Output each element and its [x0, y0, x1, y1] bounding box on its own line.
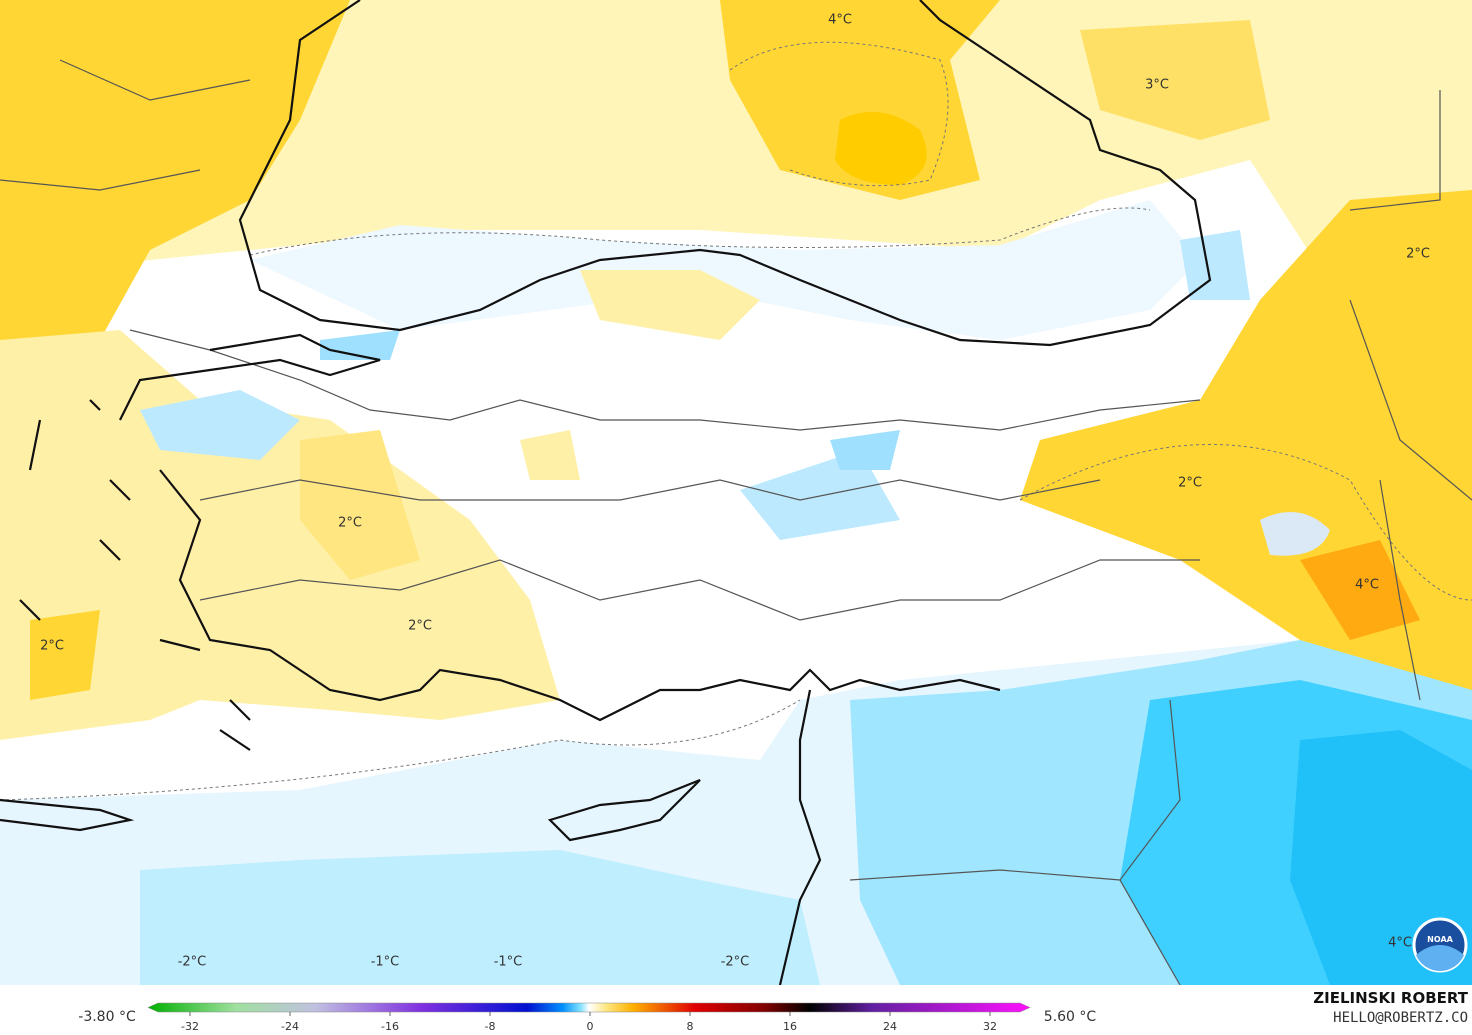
- colorbar-tick-label: 16: [783, 1020, 797, 1033]
- coastlines: [0, 0, 1212, 986]
- logo-text: NOAA: [1427, 935, 1453, 944]
- colorbar-tick-label: -16: [381, 1020, 399, 1033]
- contour-label: 4°C: [1388, 936, 1412, 951]
- contour-label: 2°C: [1178, 476, 1202, 491]
- credit-contact: HELLO@ROBERTZ.CO: [1333, 1010, 1468, 1026]
- colorbar-tick-label: -24: [281, 1020, 299, 1033]
- colorbar-tick-label: 24: [883, 1020, 897, 1033]
- colorbar-tick-label: 0: [587, 1020, 594, 1033]
- colorbar-tick-label: 8: [687, 1020, 694, 1033]
- colorbar-tick-label: 32: [983, 1020, 997, 1033]
- contour-label: -2°C: [721, 955, 750, 970]
- contour-label: 2°C: [1406, 247, 1430, 262]
- legend-max: 5.60 °C: [1044, 1009, 1097, 1025]
- contour-label: -1°C: [494, 955, 523, 970]
- legend-min: -3.80 °C: [78, 1009, 136, 1025]
- borders: [0, 59, 1472, 986]
- contour-label: 4°C: [828, 13, 852, 28]
- field: [0, 0, 1472, 985]
- contour-label: 2°C: [338, 516, 362, 531]
- colorbar-tick-label: -8: [485, 1020, 496, 1033]
- contour-label: -1°C: [371, 955, 400, 970]
- contour-label: 4°C: [1355, 578, 1379, 593]
- colorbar: [147, 1002, 1031, 1013]
- contours: [0, 41, 1472, 801]
- contour-labels: 4°C 3°C 2°C 2°C 4°C 2°C 2°C 2°C -2°C -1°C -1°C -2°C…: [40, 13, 1430, 970]
- credit-author: ZIELINSKI ROBERT: [1313, 989, 1468, 1007]
- contour-label: 2°C: [408, 619, 432, 634]
- contour-label: -2°C: [178, 955, 207, 970]
- contour-label: 2°C: [40, 639, 64, 654]
- contour-label: 3°C: [1145, 78, 1169, 93]
- noaa-logo: NOAA: [1412, 917, 1468, 973]
- colorbar-tick-label: -32: [181, 1020, 199, 1033]
